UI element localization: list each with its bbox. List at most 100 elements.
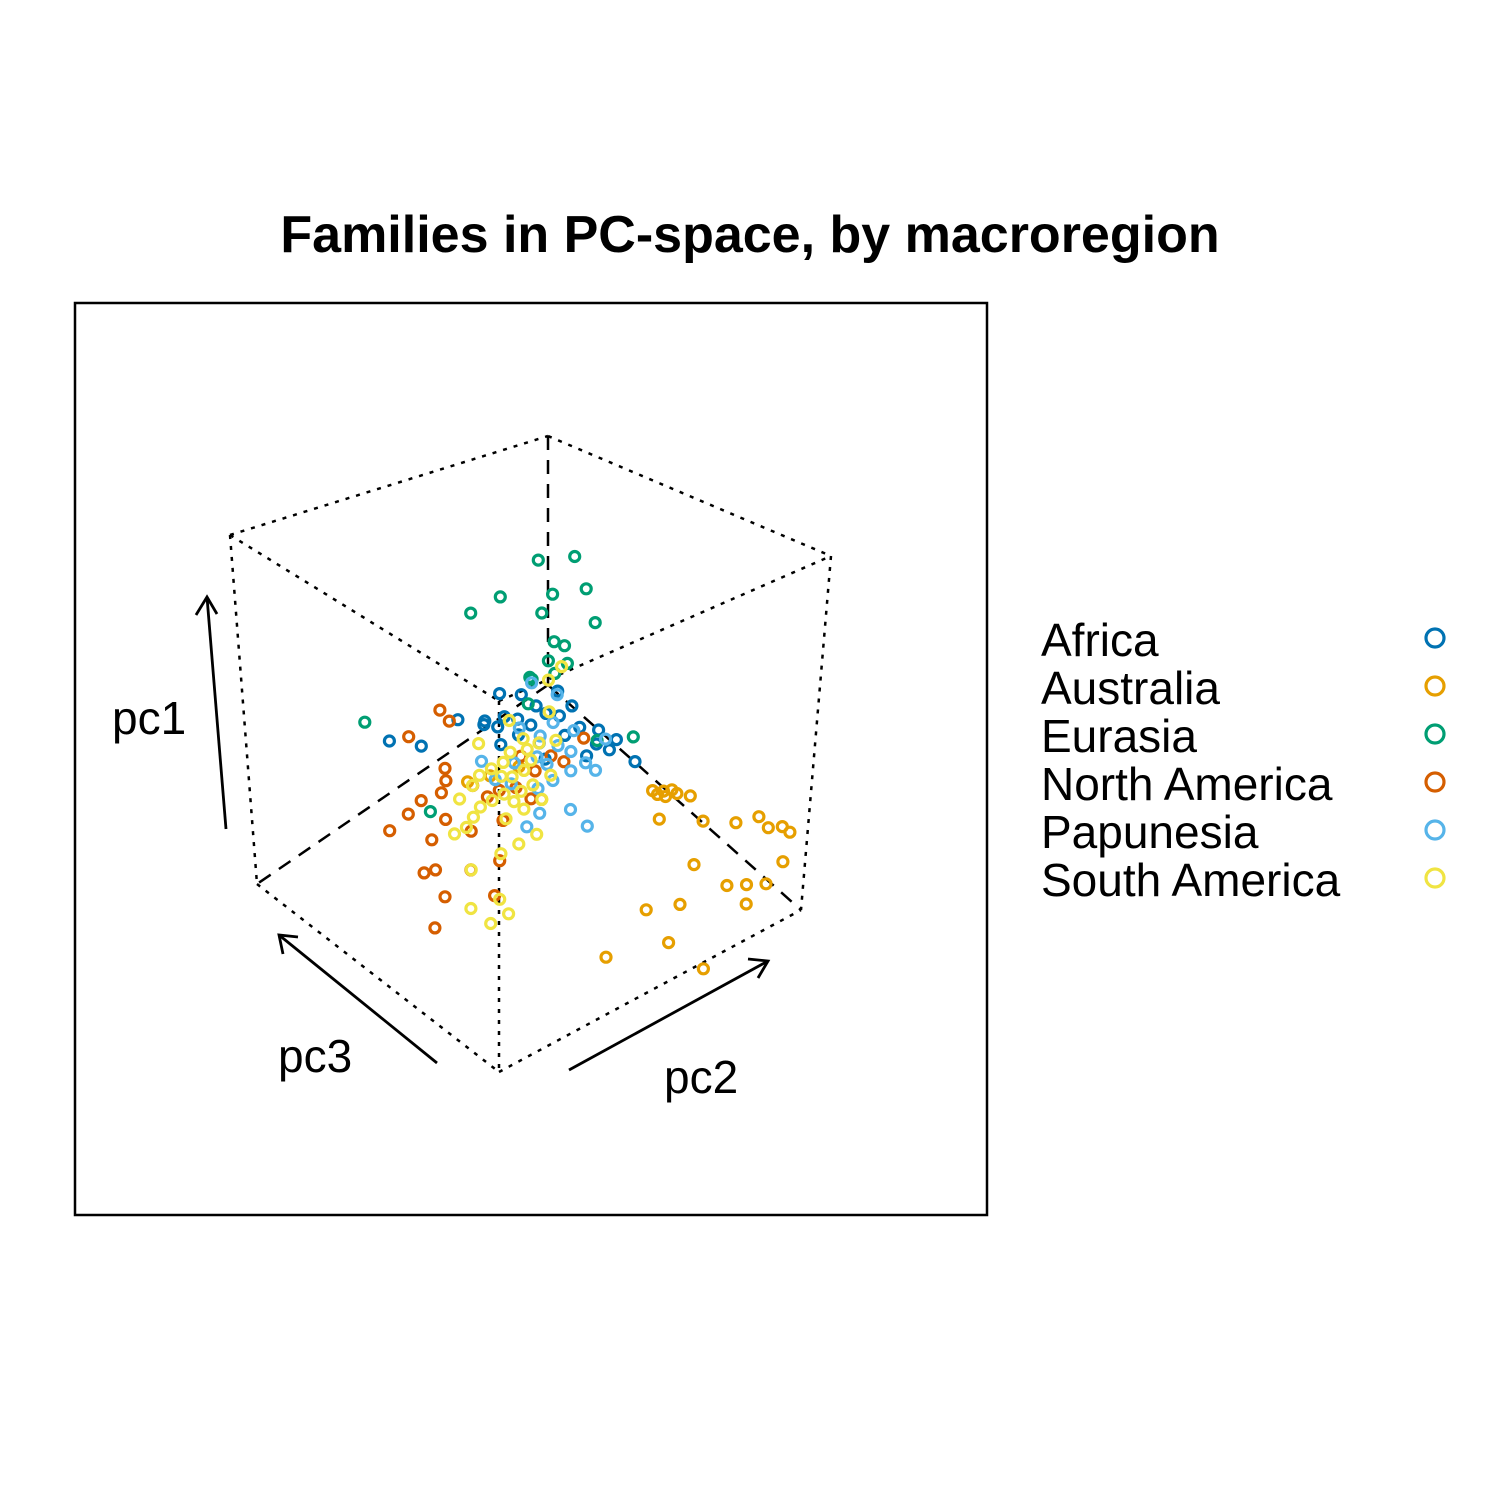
data-point [464, 863, 478, 877]
data-point [541, 654, 556, 668]
data-point [650, 787, 665, 802]
data-point [524, 676, 539, 690]
data-point [402, 730, 416, 744]
data-point [521, 697, 535, 711]
data-point [609, 732, 624, 747]
legend-item: South America [1041, 854, 1446, 906]
data-point [503, 745, 517, 759]
data-point [505, 770, 519, 784]
cube-edge [799, 555, 833, 911]
legend-label: Papunesia [1041, 806, 1259, 858]
data-point [602, 743, 617, 757]
data-point [729, 816, 743, 830]
data-point [535, 606, 549, 620]
data-point [533, 729, 547, 743]
data-point [497, 787, 511, 801]
data-point [493, 854, 507, 868]
data-point [484, 762, 498, 776]
data-point [775, 819, 789, 834]
data-point [428, 921, 442, 935]
data-point [578, 756, 593, 770]
data-point [517, 802, 531, 816]
data-point [759, 877, 773, 891]
data-point [401, 807, 415, 821]
data-point [485, 793, 499, 808]
data-point [494, 847, 508, 861]
legend-marker [1424, 771, 1446, 793]
data-point [512, 837, 526, 851]
data-points [358, 549, 797, 976]
data-point [447, 827, 462, 841]
legend-marker [1424, 627, 1446, 649]
data-point [545, 587, 560, 601]
data-point [776, 855, 790, 869]
data-point [554, 659, 569, 674]
data-point [696, 962, 711, 976]
data-point [526, 778, 540, 792]
cube-edge [229, 533, 500, 703]
cube-edge [547, 434, 832, 558]
data-point [598, 732, 613, 746]
data-point [438, 761, 452, 776]
data-point [557, 639, 572, 653]
data-point [494, 737, 508, 752]
data-point [546, 715, 560, 730]
cube-edge [229, 434, 549, 537]
data-point [494, 769, 508, 783]
data-point [541, 673, 556, 687]
data-point [414, 793, 428, 808]
legend-marker [1424, 723, 1446, 745]
data-point [423, 804, 437, 819]
legend-item: Papunesia [1041, 806, 1446, 858]
plot-frame [73, 301, 989, 1217]
data-point [761, 821, 775, 835]
data-point [491, 720, 505, 734]
chart-title: Families in PC-space, by macroregion [280, 206, 1219, 264]
data-point [459, 820, 473, 835]
data-point [524, 718, 538, 732]
data-point [588, 615, 602, 630]
legend-label: Australia [1041, 662, 1220, 714]
data-point [439, 812, 453, 827]
series-papunesia [474, 676, 613, 834]
data-point [673, 897, 687, 912]
data-point [529, 699, 543, 713]
data-point [579, 749, 594, 763]
data-point [473, 800, 487, 814]
data-point [464, 901, 478, 916]
data-point [504, 777, 518, 791]
data-point [739, 897, 753, 911]
series-australia [461, 760, 797, 976]
legend-marker [1424, 819, 1446, 841]
data-point [434, 786, 448, 800]
data-point [517, 763, 531, 778]
data-point [493, 892, 507, 906]
legend-item: Australia [1041, 662, 1446, 714]
data-point [696, 814, 710, 828]
data-point [626, 730, 640, 744]
data-point [739, 877, 754, 892]
data-point [579, 582, 593, 596]
data-point [752, 810, 766, 824]
data-point [428, 863, 443, 877]
data-point [425, 833, 439, 847]
legend-label: Africa [1041, 614, 1159, 666]
data-point [549, 733, 563, 747]
legend-marker [1424, 867, 1446, 889]
data-point [564, 764, 578, 778]
cube-edge [256, 883, 500, 1073]
pc3-axis-arrow [277, 933, 438, 1065]
legend-label: North America [1041, 758, 1333, 810]
axis-arrows [194, 594, 771, 1072]
data-point [439, 774, 453, 788]
data-point [493, 686, 507, 701]
data-point [568, 549, 582, 564]
data-point [453, 792, 467, 806]
data-point [514, 784, 528, 798]
legend-marker [1424, 675, 1446, 697]
data-point [542, 705, 556, 719]
data-point [540, 757, 554, 772]
data-point [532, 736, 546, 750]
data-point [484, 916, 498, 931]
